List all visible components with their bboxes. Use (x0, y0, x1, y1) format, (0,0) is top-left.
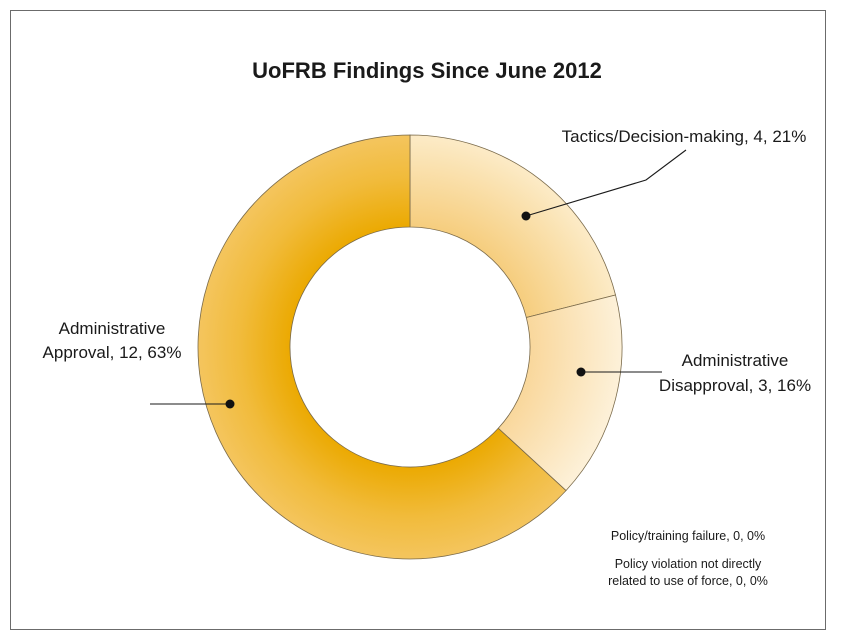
chart-title: UoFRB Findings Since June 2012 (252, 58, 602, 83)
slice-label-0: Tactics/Decision-making, 4, 21% (562, 127, 807, 146)
labels-group: Tactics/Decision-making, 4, 21% Administr… (43, 127, 812, 588)
slice-label-2: Administrative Approval, 12, 63% (43, 319, 182, 362)
donut-chart: UoFRB Findings Since June 2012 Tactics/D… (43, 58, 812, 588)
slices-group (197, 134, 623, 560)
leader-dot-0 (521, 211, 531, 221)
slice-label-1: Administrative Disapproval, 3, 16% (659, 351, 811, 395)
slice-tactics-decision-making (409, 134, 616, 319)
leader-dot-2 (225, 399, 235, 409)
zero-slice-label-4: Policy violation not directly related to … (608, 557, 768, 588)
leader-dot-1 (576, 367, 586, 377)
leader-lines-group (150, 149, 687, 409)
leader-line-0 (525, 149, 687, 217)
zero-slice-label-3: Policy/training failure, 0, 0% (611, 529, 765, 543)
slice-administrative-approval (197, 134, 567, 560)
